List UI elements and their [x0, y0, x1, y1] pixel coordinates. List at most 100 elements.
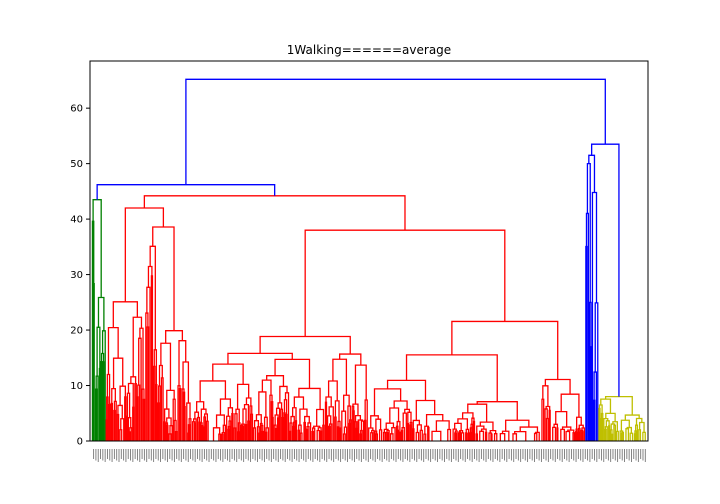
leaf-tick-label [462, 449, 464, 461]
leaf-tick-label [587, 449, 589, 461]
leaf-tick-label [444, 449, 445, 462]
leaf-tick-label [203, 449, 205, 459]
leaf-tick-label [176, 449, 178, 459]
leaf-tick-label [100, 449, 101, 459]
leaf-tick-label [517, 449, 519, 461]
leaf-tick-label [160, 449, 161, 462]
leaf-tick-label [127, 449, 129, 459]
leaf-tick-label [187, 449, 189, 462]
y-tick-label: 40 [70, 215, 83, 226]
leaf-tick-label [527, 449, 529, 462]
leaf-tick-label [395, 449, 397, 462]
leaf-tick-label [208, 449, 210, 462]
dendrogram-link [319, 430, 323, 441]
dendrogram-link [185, 78, 606, 185]
leaf-tick-label [464, 449, 466, 462]
leaf-tick-label [631, 449, 632, 462]
leaf-tick-label [356, 449, 358, 459]
leaf-tick-label [351, 449, 353, 461]
dendrogram-link [475, 433, 479, 441]
y-axis: 0 10 20 30 40 50 60 [70, 104, 90, 448]
leaf-tick-label [270, 449, 272, 462]
leaf-tick-label [570, 449, 572, 459]
leaf-tick-label [113, 449, 115, 459]
dendrogram-link [336, 426, 340, 441]
dendrogram-link [183, 406, 186, 441]
leaf-tick-label [559, 449, 561, 461]
leaf-tick-label [233, 449, 235, 461]
leaf-tick-label [273, 449, 275, 459]
dendrogram-link [608, 425, 611, 441]
dendrogram-link [348, 422, 351, 441]
y-tick-label: 60 [70, 104, 83, 115]
leaf-tick-label [220, 449, 222, 461]
dendrogram-link [355, 427, 358, 441]
dendrogram-link [261, 430, 265, 441]
leaf-tick-label [317, 449, 318, 461]
leaf-tick-label [552, 449, 554, 461]
leaf-tick-label [474, 449, 475, 459]
dendrogram-link [406, 422, 410, 441]
dendrogram-link [490, 433, 493, 441]
dendrogram-link [427, 426, 430, 441]
leaf-tick-label [137, 449, 138, 461]
dendrogram-link [202, 426, 206, 441]
dendrogram-link [472, 420, 476, 441]
leaf-tick-label [420, 449, 422, 461]
dendrogram-link [400, 429, 404, 441]
leaf-tick-label [192, 449, 194, 461]
dendrogram-link [132, 406, 135, 441]
dendrogram-link [274, 427, 278, 441]
dendrogram-link [604, 429, 607, 441]
leaf-tick-label [566, 449, 568, 461]
leaf-tick-label [194, 449, 196, 462]
leaf-tick-label [510, 449, 512, 461]
leaf-tick-label [201, 449, 203, 462]
dendrogram-link [198, 421, 201, 441]
dendrogram-links [91, 78, 646, 441]
leaf-tick-label [104, 449, 106, 462]
leaf-tick-label [171, 449, 173, 461]
leaf-tick-label [591, 449, 593, 459]
leaf-tick-label [589, 449, 591, 462]
leaf-tick-label [210, 449, 212, 459]
leaf-tick-label [363, 449, 365, 459]
leaf-tick-label [529, 449, 531, 459]
dendrogram-link [200, 424, 204, 441]
dendrogram-link [363, 419, 367, 441]
leaf-tick-label [310, 449, 312, 461]
leaf-tick-label [596, 449, 598, 462]
leaf-tick-label [425, 449, 427, 459]
dendrogram-link [258, 432, 261, 441]
y-tick-label: 30 [70, 270, 83, 281]
leaf-tick-label [582, 449, 584, 462]
leaf-tick-label [307, 449, 309, 459]
plot-frame [89, 60, 649, 442]
dendrogram-link [556, 427, 559, 441]
leaf-tick-label [480, 449, 482, 459]
leaf-tick-label [349, 449, 351, 459]
leaf-tick-label [326, 449, 328, 462]
dendrogram-link [581, 431, 584, 441]
dendrogram-link [231, 412, 234, 441]
dendrogram-link [124, 415, 128, 441]
leaf-tick-label [277, 449, 279, 462]
leaf-tick-label [213, 449, 215, 461]
leaf-tick-label [490, 449, 492, 461]
leaf-tick-label [183, 449, 185, 459]
leaf-tick-label [222, 449, 224, 462]
leaf-tick-label [388, 449, 390, 462]
leaf-tick-label [217, 449, 219, 459]
leaf-tick-label [254, 449, 256, 461]
leaf-tick-label [416, 449, 418, 462]
leaf-tick-label [167, 449, 168, 462]
leaf-tick-label [600, 449, 602, 461]
dendrogram-link [193, 422, 196, 441]
leaf-tick-label [531, 449, 533, 461]
leaf-tick-label [155, 449, 157, 459]
dendrogram-link [276, 417, 280, 441]
leaf-tick-label [637, 449, 639, 462]
y-tick-label: 20 [70, 326, 83, 337]
dendrogram-link [585, 245, 588, 441]
leaf-tick-label [617, 449, 619, 462]
